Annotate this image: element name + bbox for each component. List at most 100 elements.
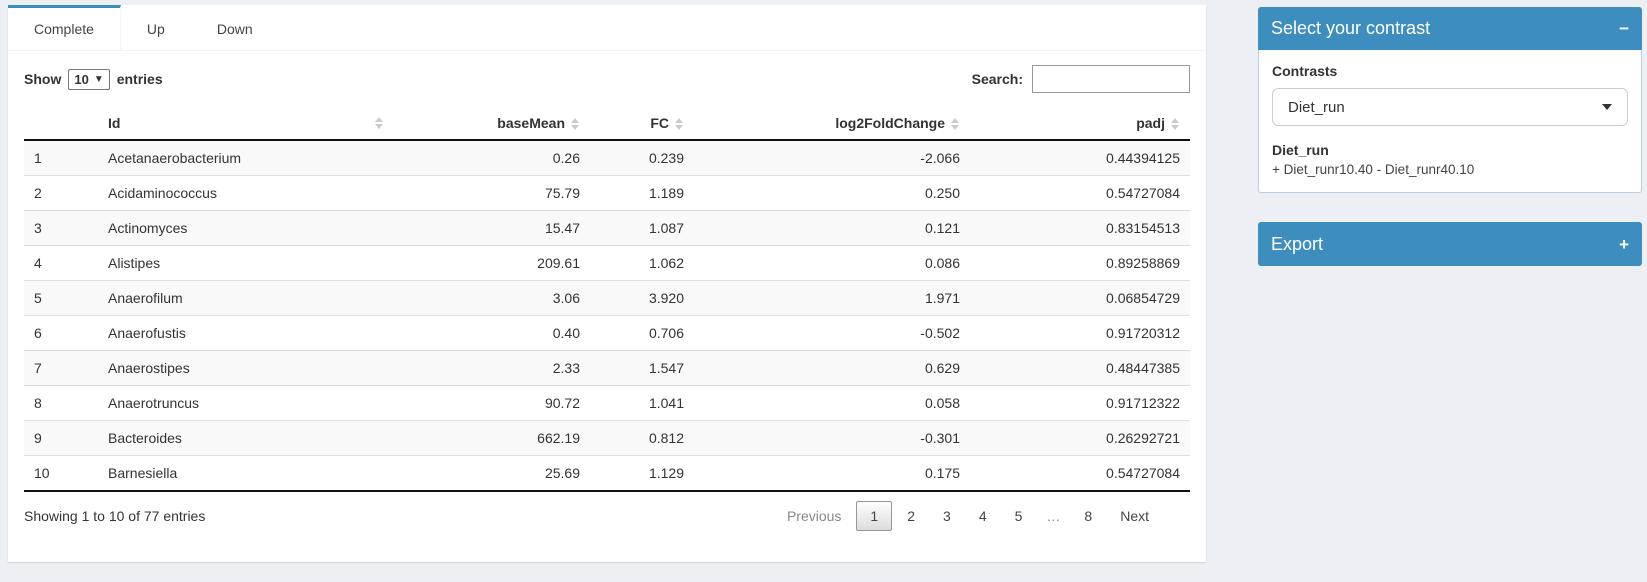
id-cell: Anaerofustis <box>98 315 394 351</box>
table-header-row: Id baseMean FC log2FoldChange padj <box>24 107 1190 141</box>
column-header-label: baseMean <box>497 115 565 131</box>
entries-label: entries <box>116 71 163 87</box>
show-label: Show <box>24 71 62 87</box>
id-cell: Actinomyces <box>98 210 394 246</box>
previous-page-button[interactable]: Previous <box>786 508 842 524</box>
column-header-rownum <box>24 107 98 141</box>
table-row[interactable]: 5 Anaerofilum 3.06 3.920 1.971 0.06854729 <box>24 280 1190 316</box>
basemean-cell: 75.79 <box>394 175 590 211</box>
fc-cell: 1.129 <box>590 455 694 492</box>
column-header-Id[interactable]: Id <box>98 107 394 141</box>
contrast-box-header: Select your contrast − <box>1258 7 1642 50</box>
id-cell: Anaerofilum <box>98 280 394 316</box>
results-table: Id baseMean FC log2FoldChange padj 1 Acetanae… <box>24 107 1190 492</box>
table-row[interactable]: 2 Acidaminococcus 75.79 1.189 0.250 0.5472708… <box>24 175 1190 211</box>
export-box-title: Export <box>1271 233 1324 254</box>
column-header-log2FoldChange[interactable]: log2FoldChange <box>694 107 970 141</box>
sort-icon <box>1171 118 1180 131</box>
page-button-4[interactable]: 4 <box>978 508 987 524</box>
fc-cell: 3.920 <box>590 280 694 316</box>
table-row[interactable]: 1 Acetanaerobacterium 0.26 0.239 -2.066 0.443… <box>24 139 1190 176</box>
page-button-3[interactable]: 3 <box>943 508 951 524</box>
log2foldchange-cell: 0.121 <box>694 210 970 246</box>
table-row[interactable]: 4 Alistipes 209.61 1.062 0.086 0.89258869 <box>24 245 1190 281</box>
caret-down-icon: ▼ <box>93 73 104 85</box>
table-row[interactable]: 3 Actinomyces 15.47 1.087 0.121 0.83154513 <box>24 210 1190 246</box>
basemean-cell: 0.26 <box>394 139 590 176</box>
table-body: 1 Acetanaerobacterium 0.26 0.239 -2.066 0.443… <box>24 139 1190 492</box>
column-header-label: padj <box>1136 115 1165 131</box>
column-header-label: FC <box>650 115 669 131</box>
fc-cell: 1.041 <box>590 385 694 421</box>
fc-cell: 1.087 <box>590 210 694 246</box>
row-number-cell: 2 <box>24 175 98 211</box>
caret-down-icon <box>1602 104 1612 110</box>
table-footer: Showing 1 to 10 of 77 entries Previous 1 2… <box>24 501 1190 531</box>
basemean-cell: 662.19 <box>394 420 590 456</box>
log2foldchange-cell: 1.971 <box>694 280 970 316</box>
table-row[interactable]: 10 Barnesiella 25.69 1.129 0.175 0.54727084 <box>24 455 1190 492</box>
row-number-cell: 9 <box>24 420 98 456</box>
tab-bar: Complete Up Down <box>8 5 1206 51</box>
basemean-cell: 15.47 <box>394 210 590 246</box>
table-row[interactable]: 9 Bacteroides 662.19 0.812 -0.301 0.26292721 <box>24 420 1190 456</box>
row-number-cell: 4 <box>24 245 98 281</box>
contrast-box: Select your contrast − Contrasts Diet_ru… <box>1258 7 1642 193</box>
tab-down[interactable]: Down <box>216 21 253 37</box>
contrasts-select-value: Diet_run <box>1288 98 1345 116</box>
table-row[interactable]: 8 Anaerotruncus 90.72 1.041 0.058 0.91712322 <box>24 385 1190 421</box>
row-number-cell: 3 <box>24 210 98 246</box>
row-number-cell: 8 <box>24 385 98 421</box>
collapse-icon[interactable]: − <box>1619 19 1629 38</box>
contrast-box-body: Contrasts Diet_run Diet_run + Diet_runr1… <box>1258 50 1642 193</box>
export-box-header[interactable]: Export + <box>1258 222 1642 266</box>
page-length-select[interactable]: 10 ▼ <box>68 68 110 90</box>
fc-cell: 1.189 <box>590 175 694 211</box>
results-panel: Complete Up Down Show 10 ▼ entries Search: <box>8 5 1206 562</box>
log2foldchange-cell: -0.502 <box>694 315 970 351</box>
column-header-padj[interactable]: padj <box>970 107 1190 141</box>
id-cell: Anaerotruncus <box>98 385 394 421</box>
row-number-cell: 7 <box>24 350 98 386</box>
page-button-1[interactable]: 1 <box>856 501 893 531</box>
basemean-cell: 3.06 <box>394 280 590 316</box>
contrasts-select[interactable]: Diet_run <box>1272 88 1628 126</box>
page-button-8[interactable]: 8 <box>1084 508 1093 524</box>
padj-cell: 0.89258869 <box>970 245 1190 281</box>
search-label: Search: <box>971 71 1023 87</box>
padj-cell: 0.54727084 <box>970 455 1190 492</box>
basemean-cell: 2.33 <box>394 350 590 386</box>
row-number-cell: 5 <box>24 280 98 316</box>
column-header-baseMean[interactable]: baseMean <box>394 107 590 141</box>
id-cell: Acidaminococcus <box>98 175 394 211</box>
contrast-box-title: Select your contrast <box>1271 18 1431 38</box>
log2foldchange-cell: 0.629 <box>694 350 970 386</box>
log2foldchange-cell: -2.066 <box>694 139 970 176</box>
column-header-label: log2FoldChange <box>835 115 945 131</box>
basemean-cell: 0.40 <box>394 315 590 351</box>
column-header-label: Id <box>108 115 121 131</box>
contrast-name: Diet_run <box>1272 142 1329 158</box>
table-row[interactable]: 6 Anaerofustis 0.40 0.706 -0.502 0.91720312 <box>24 315 1190 351</box>
tab-up[interactable]: Up <box>146 21 165 37</box>
expand-icon[interactable]: + <box>1619 234 1629 254</box>
id-cell: Bacteroides <box>98 420 394 456</box>
page-button-2[interactable]: 2 <box>907 508 916 524</box>
search-input[interactable] <box>1032 65 1190 93</box>
table-row[interactable]: 7 Anaerostipes 2.33 1.547 0.629 0.48447385 <box>24 350 1190 386</box>
pagination: Previous 1 2 3 4 5 … 8 Next <box>772 501 1162 531</box>
id-cell: Acetanaerobacterium <box>98 139 394 176</box>
column-header-FC[interactable]: FC <box>590 107 694 141</box>
fc-cell: 1.547 <box>590 350 694 386</box>
next-page-button[interactable]: Next <box>1120 508 1149 524</box>
row-number-cell: 10 <box>24 455 98 492</box>
tab-complete[interactable]: Complete <box>8 5 121 50</box>
log2foldchange-cell: 0.175 <box>694 455 970 492</box>
row-number-cell: 1 <box>24 139 98 176</box>
page-button-5[interactable]: 5 <box>1014 508 1023 524</box>
fc-cell: 0.239 <box>590 139 694 176</box>
log2foldchange-cell: 0.250 <box>694 175 970 211</box>
padj-cell: 0.44394125 <box>970 139 1190 176</box>
table-controls: Show 10 ▼ entries Search: <box>24 65 1190 93</box>
fc-cell: 0.812 <box>590 420 694 456</box>
